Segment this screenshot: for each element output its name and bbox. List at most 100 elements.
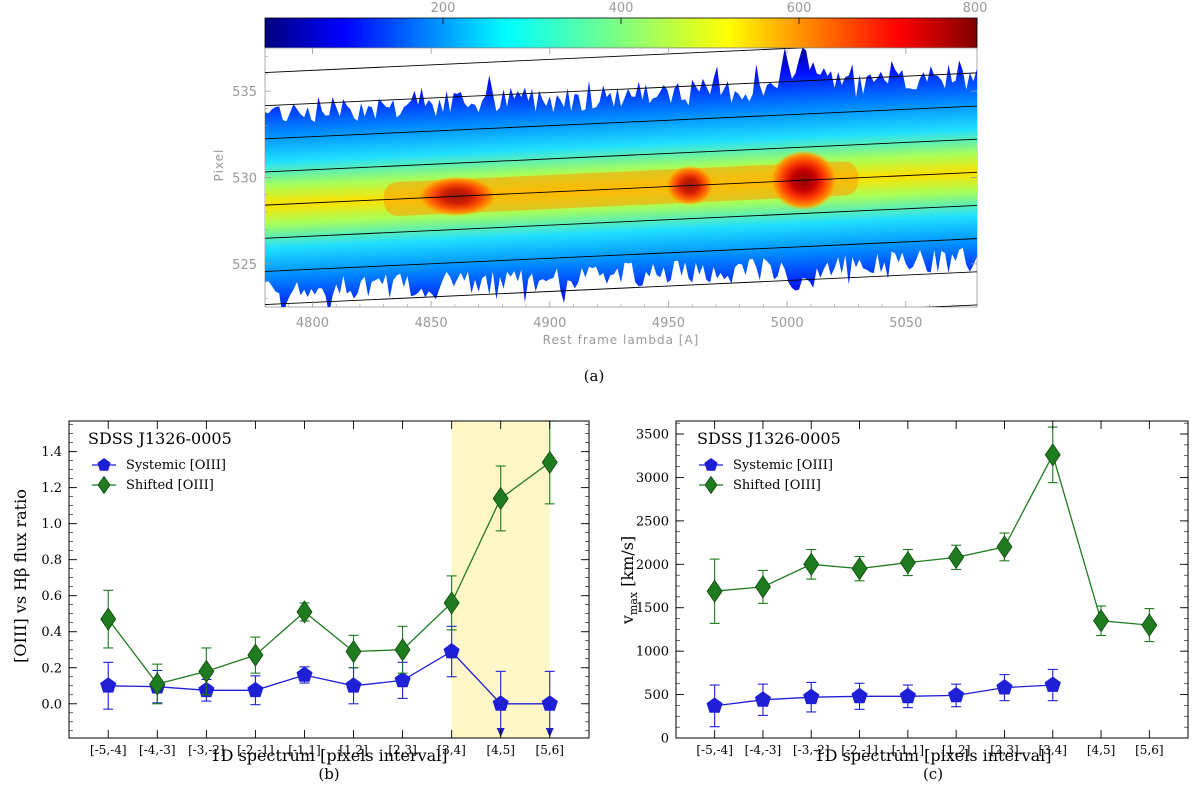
series-diamond: [706, 426, 1158, 643]
x-tick-label: 4800: [296, 316, 329, 331]
series-line: [108, 650, 550, 705]
legend-label-shifted: Shifted [OIII]: [733, 478, 821, 493]
y-tick-label: 0.2: [41, 661, 62, 676]
panel-a-caption: (a): [584, 367, 605, 385]
trace-line: [265, 72, 977, 107]
data-point: [851, 687, 868, 704]
data-point: [1093, 609, 1110, 633]
y-tick-label: 2500: [636, 514, 669, 529]
x-tick-label: [-5,-4]: [696, 743, 733, 757]
y-tick-label: 530: [232, 172, 257, 187]
data-point: [443, 643, 460, 659]
x-tick-label: [3,4]: [437, 743, 465, 757]
y-tick-label: 3000: [636, 471, 669, 486]
trace-line: [265, 271, 977, 306]
data-point: [198, 659, 215, 684]
data-point: [706, 579, 723, 603]
data-point: [100, 607, 117, 631]
data-point: [394, 671, 411, 688]
data-point: [149, 672, 166, 696]
axes-a: 4800 4850 4900 4950 5000 5050 525 530 535: [232, 48, 977, 331]
panel-c-ylabel: vmax [km/s]: [618, 536, 640, 625]
data-point: [948, 545, 965, 570]
colorbar-tick-label: 200: [431, 1, 456, 16]
x-tick-label: [4,5]: [486, 743, 514, 757]
legend-b: Systemic [OIII] Shifted [OIII]: [92, 458, 226, 495]
panel-b-title: SDSS J1326-0005: [88, 429, 232, 448]
x-tick-label: 4850: [415, 316, 448, 331]
panel-b-ylabel: [OIII] vs Hβ flux ratio: [11, 489, 30, 663]
panel-b-caption: (b): [318, 765, 339, 783]
colorbar-tick-label: 600: [787, 1, 812, 16]
data-point: [754, 575, 771, 599]
data-point: [899, 687, 916, 704]
y-tick-label: 1000: [636, 645, 669, 660]
x-tick-label: [-3,-2]: [188, 743, 225, 757]
y-tick-label: 1.2: [41, 481, 62, 496]
y-tick-label: 1.0: [41, 517, 62, 532]
y-tick-label: 1500: [636, 601, 669, 616]
panel-b-flux-ratio: 0.0 0.2 0.4 0.6 0.8 1.0 1.2 1.4 [-5,-4] [-4,-3] [-…: [11, 420, 590, 783]
legend-marker: [97, 475, 111, 495]
data-point: [851, 556, 868, 581]
panel-c-axes: 0 500 1000 1500 2000 2500 3000 3500 [-5,-4] [-4,-…: [636, 421, 1188, 757]
legend-marker-systemic: [92, 458, 116, 471]
panel-a-xlabel: Rest frame lambda [A]: [543, 333, 700, 347]
x-tick-label: [2,3]: [388, 743, 416, 757]
data-point: [803, 552, 820, 577]
x-tick-label: [1,2]: [942, 743, 970, 757]
legend-marker-shifted: [92, 475, 116, 495]
data-point: [1044, 676, 1061, 692]
y-tick-label: 3500: [636, 428, 669, 443]
y-tick-label: 1.4: [41, 445, 62, 460]
data-point: [345, 677, 362, 693]
y-tick-label: 0.0: [41, 697, 62, 712]
data-point: [541, 695, 558, 711]
series-pentagon: [706, 668, 1061, 728]
data-point: [492, 486, 509, 511]
panel-c-plot: [706, 426, 1158, 728]
panel-c-xlabel: 1D spectrum [pixels interval]: [814, 746, 1051, 765]
x-tick-label: [-4,-3]: [139, 743, 176, 757]
ylabel-symbol: v: [618, 615, 637, 625]
colorbar-tick-label: 800: [963, 1, 988, 16]
data-point: [996, 535, 1013, 559]
ylabel-subscript: max: [627, 591, 640, 615]
x-tick-label: [3,4]: [1039, 743, 1067, 757]
series-line: [714, 453, 1150, 626]
x-tick-label: 5050: [889, 316, 922, 331]
x-tick-label: [2,3]: [990, 743, 1018, 757]
x-tick-label: [-5,-4]: [90, 743, 127, 757]
x-tick-label: [4,5]: [1087, 743, 1115, 757]
panel-b-frame: [68, 420, 590, 739]
legend-c: Systemic [OIII] Shifted [OIII]: [699, 458, 833, 495]
trace-line: [265, 138, 977, 173]
data-point: [100, 677, 117, 693]
data-point: [803, 688, 820, 705]
panel-b-xlabel: 1D spectrum [pixels interval]: [210, 746, 447, 765]
panel-a-heatmap: 200 400 600 800 4800 4850 4900 4950 5000 5050 525…: [212, 1, 988, 385]
y-tick-label: 535: [232, 85, 257, 100]
trace-line: [265, 205, 977, 239]
y-tick-label: 0.4: [41, 625, 62, 640]
x-tick-label: [5,6]: [1135, 743, 1163, 757]
colorbar-ticks: 200 400 600 800: [431, 1, 988, 24]
data-point: [996, 679, 1013, 695]
data-point: [754, 691, 772, 707]
data-point: [948, 686, 965, 703]
y-tick-label: 0: [661, 732, 669, 747]
x-tick-label: 4900: [533, 316, 566, 331]
trace-line: [265, 105, 977, 140]
y-tick-label: 0.8: [41, 553, 62, 568]
legend-marker: [704, 475, 718, 495]
y-tick-label: 2000: [636, 558, 669, 573]
panel-c-frame: [675, 420, 1189, 739]
series-line: [107, 461, 551, 685]
panel-b-axes: 0.0 0.2 0.4 0.6 0.8 1.0 1.2 1.4 [-5,-4] [-4,-3] [-…: [41, 421, 589, 757]
data-point: [1044, 443, 1061, 467]
panel-c-title: SDSS J1326-0005: [697, 429, 841, 448]
panel-c-caption: (c): [923, 765, 943, 783]
ylabel-units: [km/s]: [618, 536, 637, 587]
legend-marker-shifted: [699, 475, 723, 495]
